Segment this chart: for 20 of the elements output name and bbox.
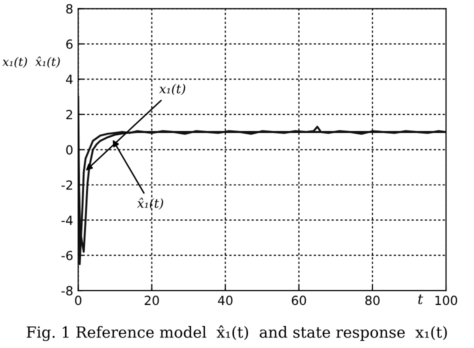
x-tick-label: 60 [292, 296, 306, 306]
annotation: x₁(t) [159, 84, 186, 96]
y-tick-label: 8 [66, 4, 72, 14]
y-tick-label: 0 [66, 145, 73, 155]
x-tick-label: 40 [218, 296, 232, 306]
y-tick-label: -4 [61, 216, 73, 225]
x-tick-label: 0 [75, 296, 82, 306]
y-axis-title: x₁(t) x̂₁(t) [2, 56, 60, 68]
y-tick-label: -6 [61, 250, 73, 260]
y-tick-label: -8 [61, 286, 72, 296]
x-tick-label: 80 [365, 296, 380, 306]
y-tick-label: -2 [61, 180, 72, 190]
y-tick-label: 2 [66, 110, 72, 120]
x-tick-label: 20 [144, 296, 159, 306]
caption: Fig. 1 Reference model x̂₁(t) and state response x₁(t) [26, 325, 447, 342]
x-tick-label: 100 [435, 296, 458, 306]
y-tick-label: 6 [66, 39, 73, 49]
annotation: x̂₁(t) [137, 198, 164, 210]
y-tick-label: 4 [66, 74, 73, 84]
x-axis-title: t [418, 294, 424, 304]
